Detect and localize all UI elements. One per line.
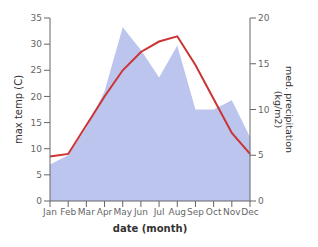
svg-text:Dec: Dec [241, 207, 258, 217]
svg-text:May: May [113, 207, 132, 217]
svg-text:Jul: Jul [153, 207, 165, 217]
svg-text:10: 10 [31, 144, 43, 154]
svg-text:15: 15 [258, 59, 269, 69]
svg-text:Jun: Jun [133, 207, 148, 217]
svg-text:Jan: Jan [42, 207, 57, 217]
svg-text:20: 20 [258, 13, 270, 23]
svg-text:Oct: Oct [206, 207, 222, 217]
svg-text:35: 35 [31, 13, 42, 23]
svg-text:Nov: Nov [223, 207, 241, 217]
svg-text:15: 15 [31, 118, 42, 128]
svg-text:5: 5 [36, 170, 42, 180]
svg-text:Apr: Apr [97, 207, 113, 217]
svg-text:Aug: Aug [168, 207, 186, 217]
svg-text:max temp (C): max temp (C) [13, 75, 24, 144]
svg-text:0: 0 [36, 196, 42, 206]
svg-text:30: 30 [31, 39, 43, 49]
svg-text:0: 0 [258, 196, 264, 206]
svg-text:Sep: Sep [187, 207, 204, 217]
svg-text:5: 5 [258, 150, 264, 160]
svg-text:Mar: Mar [78, 207, 95, 217]
svg-text:date (month): date (month) [113, 223, 187, 234]
svg-text:25: 25 [31, 65, 42, 75]
svg-text:Feb: Feb [60, 207, 76, 217]
svg-text:20: 20 [31, 92, 43, 102]
svg-text:med. precipitation(kg/m2): med. precipitation(kg/m2) [273, 66, 295, 153]
svg-text:10: 10 [258, 105, 270, 115]
